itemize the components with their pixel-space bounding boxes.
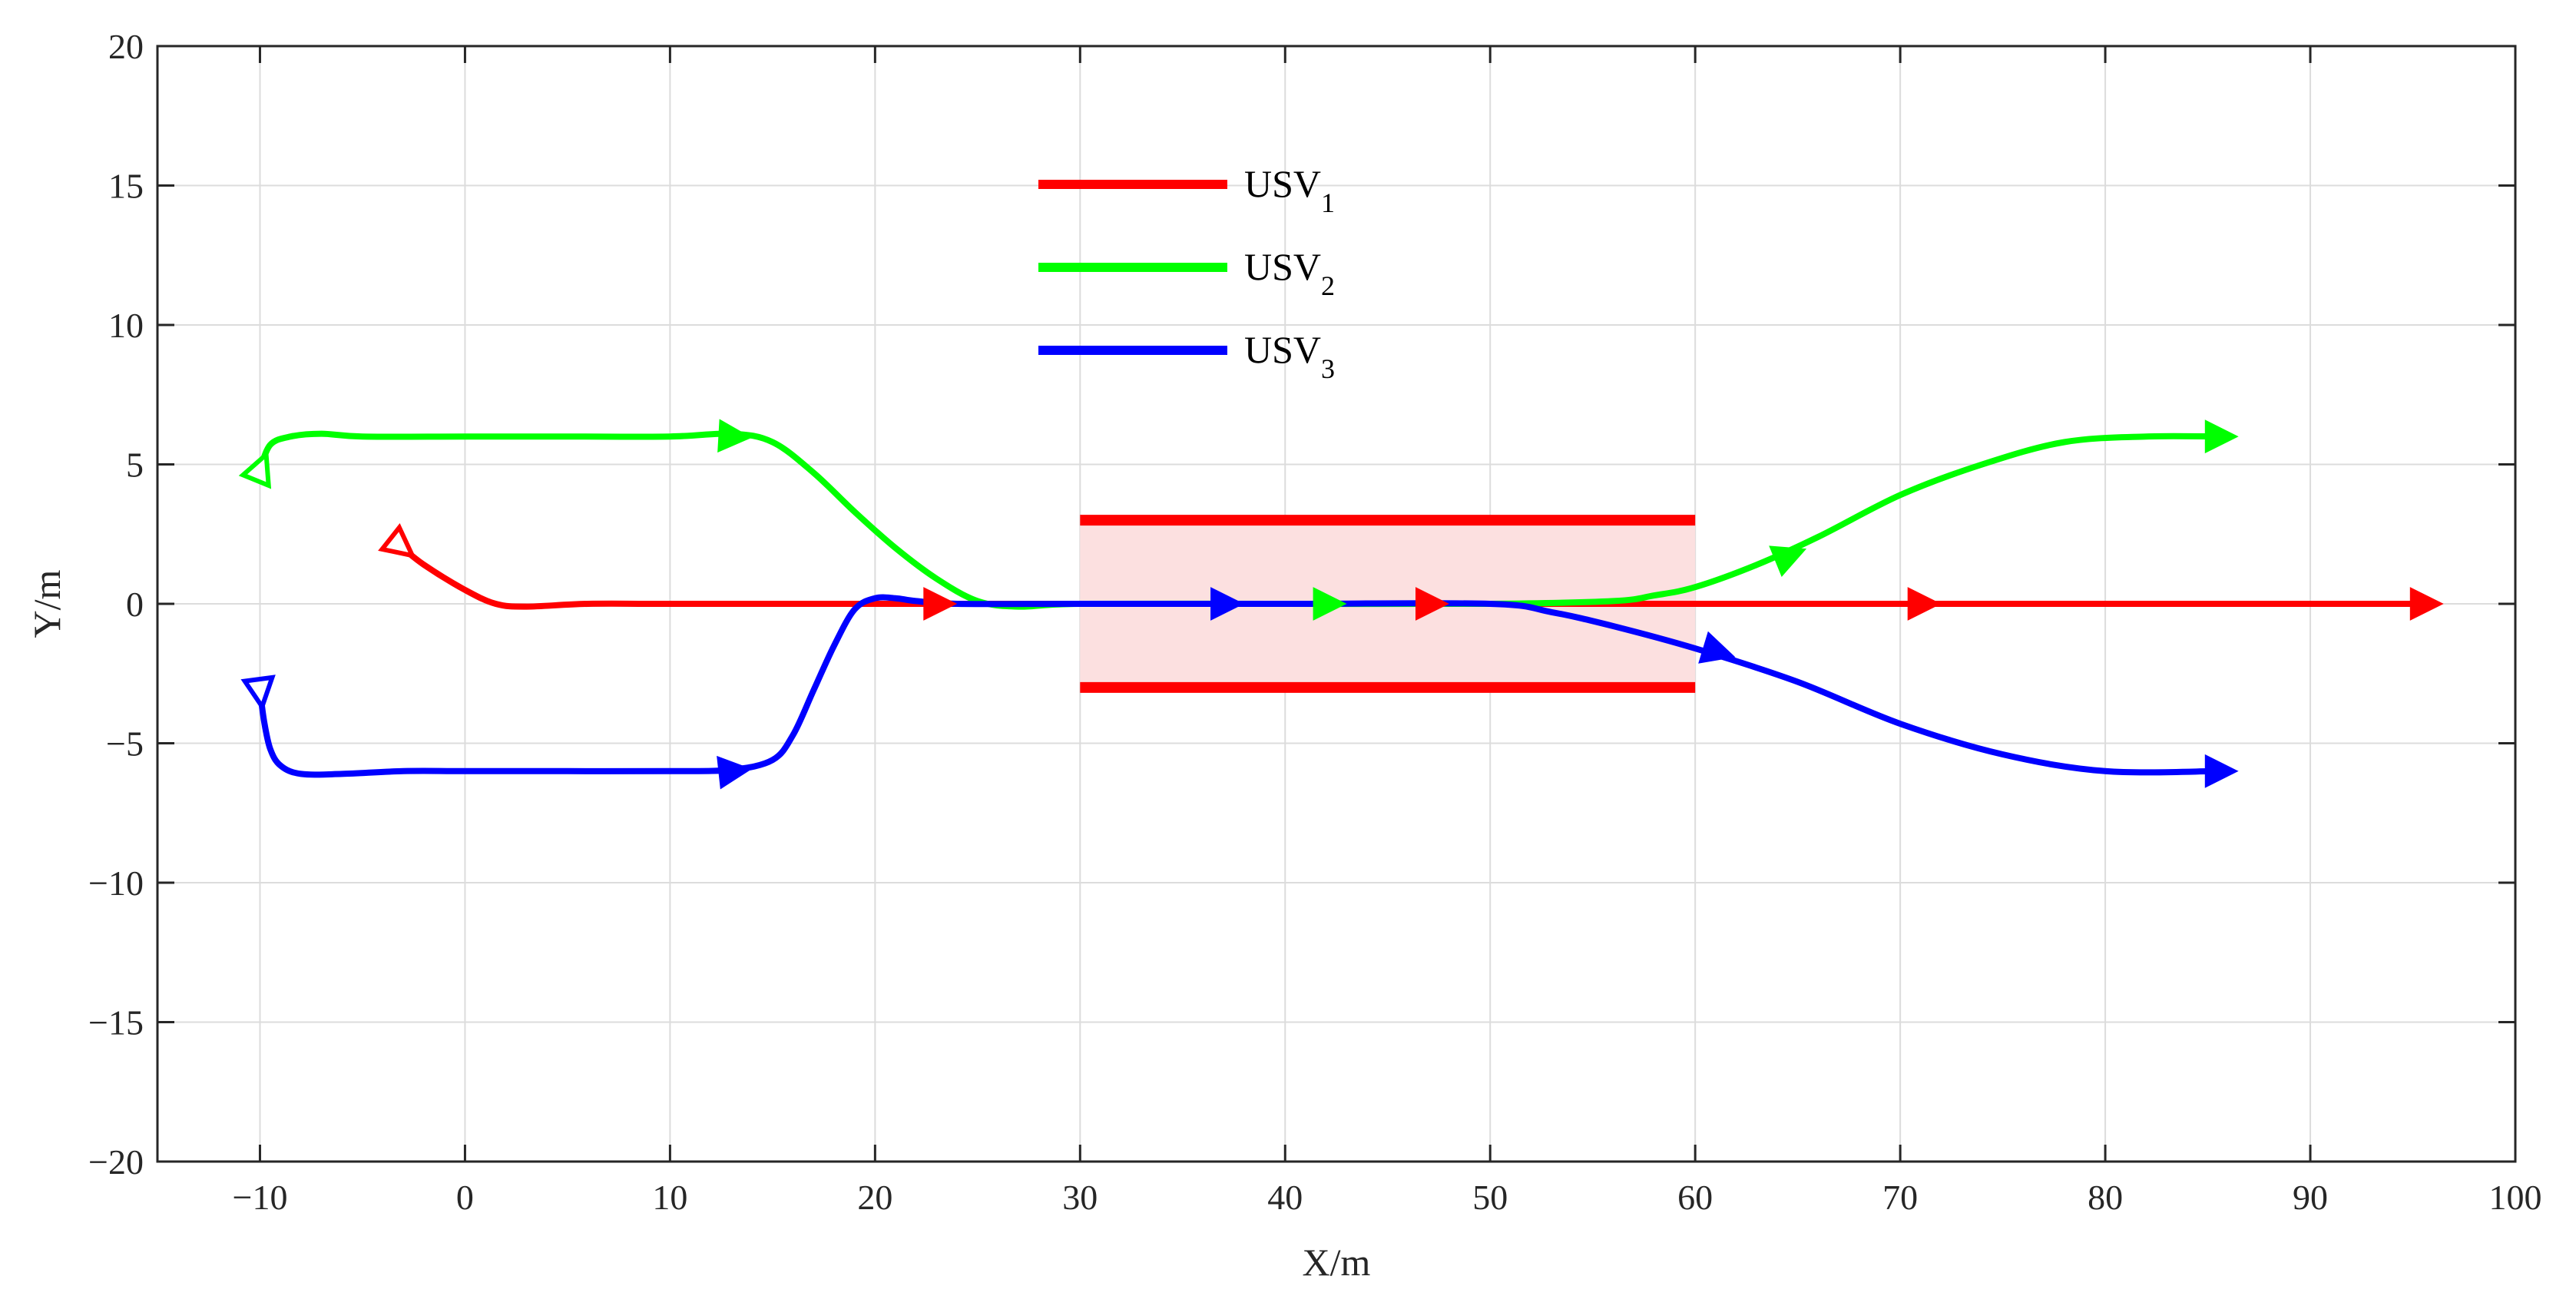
- y-tick-label: −10: [88, 863, 144, 903]
- x-tick-label: 90: [2293, 1178, 2328, 1217]
- direction-arrow-usv1: [923, 587, 958, 621]
- y-tick-label: 10: [108, 306, 144, 345]
- start-marker-usv1: [378, 523, 417, 559]
- direction-arrow-usv1: [2409, 587, 2444, 621]
- y-tick-label: −5: [106, 724, 144, 764]
- x-tick-label: −10: [233, 1178, 288, 1217]
- y-tick-label: 0: [126, 585, 144, 624]
- x-tick-label: 50: [1472, 1178, 1508, 1217]
- start-marker-usv3: [240, 675, 276, 712]
- y-tick-label: −15: [88, 1003, 144, 1042]
- direction-arrow-usv3: [1698, 631, 1736, 664]
- x-tick-label: 30: [1062, 1178, 1098, 1217]
- direction-markers: [238, 419, 2444, 790]
- series-line-usv3: [257, 594, 2221, 778]
- y-axis-label: Y/m: [25, 569, 68, 638]
- y-tick-label: 20: [108, 27, 144, 66]
- x-tick-label: 80: [2088, 1178, 2123, 1217]
- axis-ticks: −10 0 10 20 30 40 50 60 70 80 90 100 −20 −15 −10 −5 0 5 10…: [88, 27, 2541, 1217]
- y-tick-label: 5: [126, 446, 144, 485]
- x-tick-label: 100: [2489, 1178, 2542, 1217]
- x-tick-label: 20: [857, 1178, 892, 1217]
- y-tick-label: −20: [88, 1142, 144, 1182]
- x-tick-label: 0: [456, 1178, 474, 1217]
- y-tick-label: 15: [108, 167, 144, 206]
- direction-arrow-usv2: [1313, 587, 1347, 621]
- direction-arrow-usv3: [2204, 754, 2239, 788]
- x-tick-label: 40: [1267, 1178, 1303, 1217]
- direction-arrow-usv2: [717, 419, 753, 453]
- start-marker-usv2: [238, 449, 272, 489]
- x-tick-label: 10: [652, 1178, 687, 1217]
- x-tick-label: 70: [1882, 1178, 1918, 1217]
- direction-arrow-usv3: [1210, 587, 1244, 621]
- direction-arrow-usv2: [2204, 419, 2239, 454]
- x-axis-label: X/m: [1303, 1241, 1371, 1284]
- direction-arrow-usv1: [1415, 587, 1449, 621]
- direction-arrow-usv3: [717, 755, 753, 790]
- x-tick-label: 60: [1677, 1178, 1713, 1217]
- direction-arrow-usv2: [1769, 545, 1807, 578]
- direction-arrow-usv1: [1907, 587, 1942, 621]
